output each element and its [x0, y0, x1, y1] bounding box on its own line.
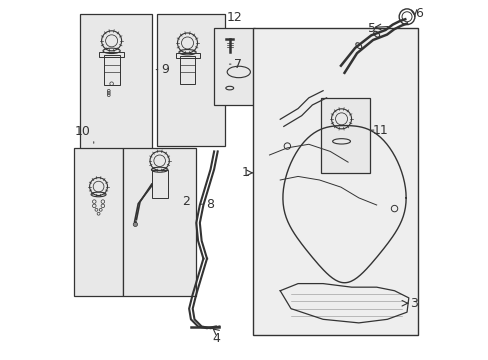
- Bar: [103, 55, 120, 85]
- Circle shape: [133, 222, 137, 226]
- Bar: [175, 53, 199, 58]
- Text: 12: 12: [226, 11, 242, 24]
- Text: 7: 7: [234, 58, 242, 71]
- Bar: [180, 56, 195, 84]
- Bar: [214, 28, 255, 105]
- Text: 10: 10: [74, 125, 90, 138]
- Text: 5: 5: [367, 22, 375, 35]
- Bar: [151, 170, 167, 198]
- Text: 11: 11: [372, 123, 388, 136]
- Text: 3: 3: [409, 297, 417, 310]
- Bar: [321, 98, 369, 173]
- Bar: [123, 148, 196, 296]
- Text: 6: 6: [414, 8, 422, 21]
- Text: 4: 4: [212, 332, 220, 345]
- Text: 8: 8: [205, 198, 213, 211]
- Text: 1: 1: [242, 166, 249, 179]
- Bar: [80, 14, 151, 153]
- Bar: [74, 148, 122, 296]
- Text: 2: 2: [182, 195, 190, 208]
- Bar: [253, 28, 417, 336]
- Bar: [157, 14, 224, 146]
- Text: 9: 9: [161, 63, 169, 76]
- Bar: [99, 51, 124, 57]
